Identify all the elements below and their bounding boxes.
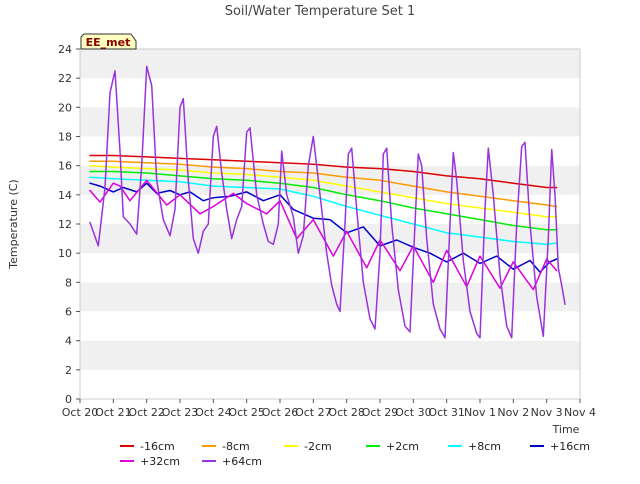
legend: -16cm -8cm -2cm +2cm +8cm +16cm +32cm +64cm xyxy=(120,440,590,468)
x-tick-label: Oct 31 xyxy=(428,406,465,419)
y-tick-label: 14 xyxy=(58,189,72,202)
legend-label: +32cm xyxy=(140,455,180,468)
badge-label: EE_met xyxy=(86,36,131,49)
series-line-64cm xyxy=(89,65,566,339)
y-tick-label: 18 xyxy=(58,131,72,144)
legend-label: +64cm xyxy=(222,455,262,468)
y-tick-label: 16 xyxy=(58,160,72,173)
x-tick-label: Oct 25 xyxy=(228,406,265,419)
x-tick-label: Oct 29 xyxy=(362,406,399,419)
legend-label: +8cm xyxy=(468,440,501,453)
series-line-2cm xyxy=(89,170,558,231)
x-tick-label: Oct 27 xyxy=(295,406,332,419)
badge-box xyxy=(80,33,137,50)
x-tick-label: Nov 4 xyxy=(564,406,596,419)
x-axis-label: Time xyxy=(552,423,580,436)
chart-title: Soil/Water Temperature Set 1 xyxy=(225,4,416,19)
y-tick-label: 12 xyxy=(58,218,72,231)
grid-band xyxy=(80,136,580,166)
x-tick-label: Nov 2 xyxy=(497,406,529,419)
series-line-16cm xyxy=(89,154,558,189)
x-tick-label: Oct 22 xyxy=(128,406,165,419)
y-tick-label: 4 xyxy=(65,335,72,348)
x-tick-label: Oct 20 xyxy=(62,406,99,419)
grid-band xyxy=(80,311,580,341)
legend-item: +2cm xyxy=(366,440,419,453)
x-tick-label: Oct 28 xyxy=(328,406,365,419)
legend-label: -16cm xyxy=(140,440,175,453)
y-tick-label: 22 xyxy=(58,72,72,85)
y-tick-label: 6 xyxy=(65,306,72,319)
x-tick-label: Oct 26 xyxy=(262,406,299,419)
legend-item: -8cm xyxy=(202,440,250,453)
x-tick-label: Oct 21 xyxy=(95,406,132,419)
y-tick-label: 10 xyxy=(58,247,72,260)
y-tick-label: 0 xyxy=(65,393,72,406)
legend-item: +64cm xyxy=(202,455,262,468)
legend-item: +32cm xyxy=(120,455,180,468)
y-tick-label: 24 xyxy=(58,43,72,56)
y-axis-label: Temperature (C) xyxy=(7,179,20,269)
grid-band xyxy=(80,340,580,370)
legend-label: -8cm xyxy=(222,440,250,453)
x-tick-label: Nov 1 xyxy=(464,406,496,419)
series-line-16cm xyxy=(89,182,558,273)
grid-band xyxy=(80,49,580,79)
x-tick-label: Oct 24 xyxy=(195,406,232,419)
legend-item: -2cm xyxy=(284,440,332,453)
grid-band xyxy=(80,369,580,399)
grid-band xyxy=(80,78,580,108)
series-line-2cm xyxy=(89,164,558,218)
legend-label: -2cm xyxy=(304,440,332,453)
legend-label: +16cm xyxy=(550,440,590,453)
x-tick-label: Oct 30 xyxy=(395,406,432,419)
legend-label: +2cm xyxy=(386,440,419,453)
grid-band xyxy=(80,107,580,137)
y-tick-label: 20 xyxy=(58,101,72,114)
y-tick-label: 2 xyxy=(65,364,72,377)
legend-item: -16cm xyxy=(120,440,175,453)
legend-item: +16cm xyxy=(530,440,590,453)
y-tick-label: 8 xyxy=(65,276,72,289)
series-lines xyxy=(89,65,566,339)
x-tick-label: Oct 23 xyxy=(162,406,199,419)
legend-item: +8cm xyxy=(448,440,501,453)
station-badge: EE_met xyxy=(80,33,137,50)
x-tick-label: Nov 3 xyxy=(531,406,563,419)
grid-band xyxy=(80,282,580,312)
series-line-8cm xyxy=(89,160,558,208)
series-line-32cm xyxy=(89,179,558,291)
